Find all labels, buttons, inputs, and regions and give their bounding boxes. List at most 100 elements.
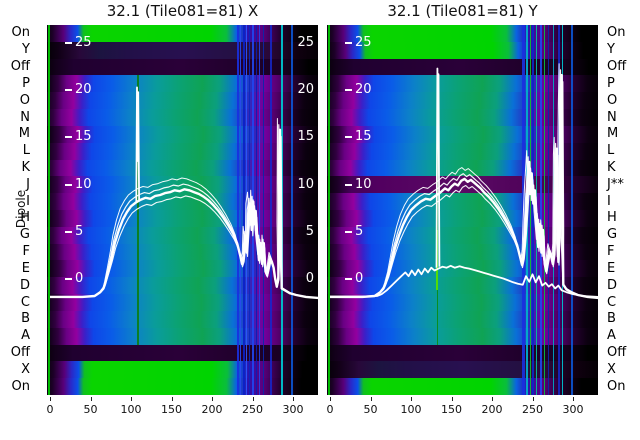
dipole-row-label: D bbox=[19, 277, 30, 293]
db-tick-label: 25 bbox=[75, 35, 92, 50]
x-tick-label: 300 bbox=[562, 403, 584, 416]
heatmap-row bbox=[47, 109, 318, 127]
dipole-row-label: A bbox=[607, 328, 616, 344]
rfi-stripe bbox=[571, 25, 573, 395]
x-tick-mark bbox=[330, 397, 331, 401]
db-tick-mark bbox=[345, 136, 352, 139]
heatmap-row bbox=[47, 176, 318, 194]
dipole-row-label: N bbox=[20, 109, 30, 125]
heatmap-row bbox=[47, 41, 318, 60]
dipole-row-label: C bbox=[20, 294, 30, 310]
x-tick-label: 250 bbox=[242, 403, 263, 416]
x-tick-mark bbox=[252, 397, 254, 401]
dipole-row-label: Y bbox=[22, 42, 30, 58]
dipole-row-label: N bbox=[607, 109, 617, 125]
dipole-row-label: X bbox=[607, 361, 616, 377]
dipole-row-label: H bbox=[20, 210, 30, 226]
heatmap-row bbox=[47, 277, 318, 295]
dipole-row-label: B bbox=[607, 311, 616, 327]
db-tick-mark bbox=[345, 230, 352, 233]
db-tick-label: 25 bbox=[355, 35, 372, 50]
db-tick-label: 20 bbox=[75, 82, 92, 98]
db-tick-label: 5 bbox=[355, 223, 364, 239]
x-tick-label: 150 bbox=[161, 403, 182, 416]
db-tick-label: 10 bbox=[355, 176, 372, 192]
x-tick-mark bbox=[90, 397, 92, 401]
db-tick-mark bbox=[65, 89, 72, 92]
x-tick-mark bbox=[293, 397, 294, 401]
dipole-row-label: G bbox=[19, 227, 30, 243]
heatmap-row bbox=[47, 92, 318, 110]
db-mid-label: 25 bbox=[297, 35, 314, 50]
x-tick-mark bbox=[532, 397, 534, 401]
rfi-stripe bbox=[291, 25, 293, 395]
heatmap-row bbox=[47, 58, 318, 77]
x-tick-mark bbox=[370, 397, 372, 401]
dipole-row-label: On bbox=[607, 25, 626, 41]
db-tick-label: 15 bbox=[355, 129, 372, 145]
db-tick-label: 10 bbox=[75, 176, 92, 192]
rfi-stripe bbox=[236, 25, 239, 395]
dipole-row-label: I bbox=[26, 193, 30, 209]
x-tick-mark bbox=[492, 397, 493, 401]
x-tick-label: 200 bbox=[481, 403, 503, 416]
rfi-stripe bbox=[48, 25, 50, 395]
dipole-row-label: P bbox=[22, 75, 30, 91]
dipole-row-label: K bbox=[607, 160, 616, 175]
heatmap-row bbox=[47, 310, 318, 329]
dipole-row-label: Off bbox=[10, 59, 30, 74]
dipole-row-label: O bbox=[19, 92, 30, 108]
rfi-stripe bbox=[328, 25, 330, 395]
dipole-labels-left: On Y Off P O N M L K J I H G F E D C B A Off X On bbox=[0, 25, 33, 395]
dipole-row-label: G bbox=[607, 227, 618, 243]
heatmap-row bbox=[47, 142, 318, 161]
dipole-row-label: M bbox=[18, 126, 30, 142]
rfi-stripe bbox=[242, 25, 245, 395]
heatmap-row bbox=[47, 125, 318, 144]
x-tick-label: 100 bbox=[400, 403, 422, 416]
x-tick-mark bbox=[50, 397, 51, 401]
panel-title-x: 32.1 (Tile081=81) X bbox=[106, 2, 259, 20]
db-tick-mark bbox=[345, 42, 352, 44]
db-tick-mark bbox=[65, 183, 72, 186]
x-tick-label: 50 bbox=[83, 403, 98, 416]
dipole-row-label: J** bbox=[607, 176, 624, 192]
db-tick-mark bbox=[65, 230, 72, 233]
x-tick-mark bbox=[451, 397, 453, 401]
dipole-row-label: D bbox=[607, 277, 618, 293]
rfi-stripe bbox=[270, 25, 272, 395]
heatmap-row bbox=[47, 260, 318, 278]
heatmap-row bbox=[47, 327, 318, 346]
rfi-stripe bbox=[544, 25, 545, 395]
heatmap-row bbox=[47, 361, 318, 379]
db-tick-label: 0 bbox=[75, 271, 84, 286]
dipole-row-label: B bbox=[21, 311, 30, 327]
db-mid-label: 15 bbox=[297, 129, 314, 145]
rfi-stripe bbox=[532, 25, 534, 395]
heatmap-panel-y bbox=[327, 25, 598, 395]
dipole-row-label: K bbox=[21, 160, 30, 175]
db-mid-label: 5 bbox=[305, 223, 314, 239]
dipole-row-label: J bbox=[26, 176, 30, 192]
rfi-stripe bbox=[137, 75, 139, 345]
dipole-row-label: L bbox=[22, 143, 30, 159]
dipole-row-label: Off bbox=[607, 345, 627, 360]
x-tick-mark bbox=[212, 397, 213, 401]
panel-title-y: 32.1 (Tile081=81) Y bbox=[387, 2, 538, 20]
heatmap-row bbox=[47, 25, 318, 43]
dipole-row-label: M bbox=[607, 126, 619, 142]
heatmap-row bbox=[47, 159, 318, 177]
db-tick-label: 15 bbox=[75, 129, 92, 145]
dipole-row-label: On bbox=[11, 25, 30, 41]
db-tick-mark bbox=[65, 278, 72, 280]
db-mid-label: 0 bbox=[305, 271, 314, 286]
heatmap-row bbox=[47, 344, 318, 362]
dipole-row-label: Y bbox=[607, 42, 615, 58]
x-tick-label: 0 bbox=[46, 403, 54, 416]
heatmap-row bbox=[47, 294, 318, 312]
rfi-stripe bbox=[262, 25, 264, 395]
db-tick-label: 5 bbox=[75, 223, 84, 239]
x-tick-mark bbox=[411, 397, 412, 401]
db-mid-label: 20 bbox=[297, 82, 314, 98]
